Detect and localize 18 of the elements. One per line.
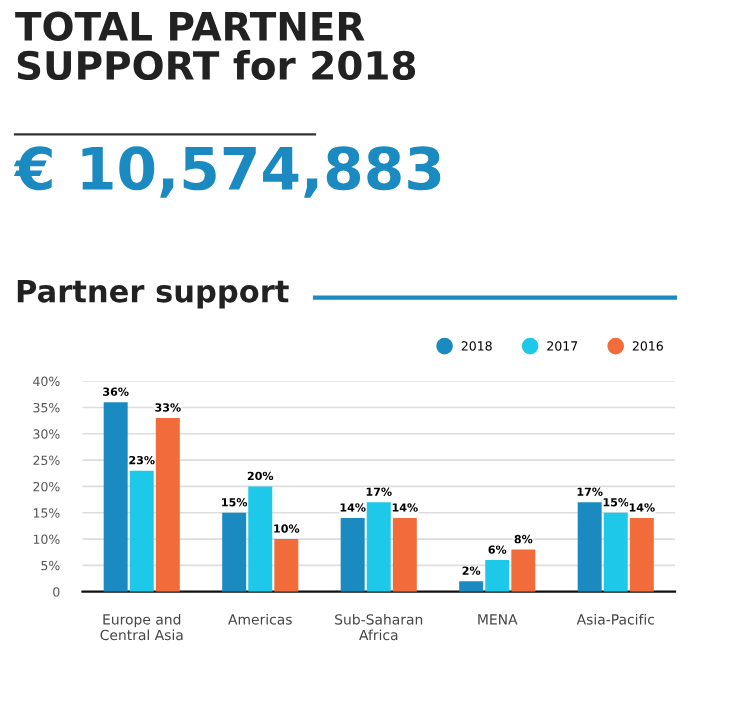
- bar: [155, 417, 180, 592]
- bar: [129, 470, 154, 592]
- bar: [248, 486, 273, 592]
- bar: [103, 402, 128, 592]
- bar: [485, 560, 510, 592]
- bar: [340, 518, 365, 592]
- text: TOTAL PARTNER SUPPORT for 2018: [15, 11, 416, 81]
- text: € 10,574,883: [13, 146, 441, 198]
- bar: [629, 518, 654, 592]
- bar: [459, 581, 484, 592]
- bar: [222, 512, 247, 592]
- bar: [366, 502, 391, 592]
- bar: [603, 512, 628, 592]
- chart-title: Partner support: [17, 279, 289, 309]
- bar: [511, 549, 536, 592]
- bar: [392, 518, 417, 592]
- bar: [577, 502, 602, 592]
- bar: [274, 539, 299, 592]
